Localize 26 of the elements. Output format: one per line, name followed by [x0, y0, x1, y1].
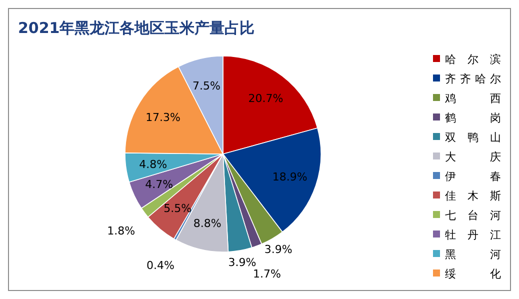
data-label: 8.8% — [193, 216, 222, 230]
chart-title: 2021年黑龙江各地区玉米产量占比 — [18, 19, 255, 37]
legend-label: 佳木斯 — [445, 190, 501, 202]
legend-label: 大庆 — [445, 150, 501, 164]
data-label: 3.9% — [264, 242, 292, 256]
legend-label: 哈尔滨 — [445, 53, 501, 66]
data-label: 1.8% — [107, 224, 136, 238]
legend-label: 鹤岗 — [445, 112, 501, 124]
data-label: 1.7% — [252, 268, 281, 281]
legend-label: 鸡西 — [444, 92, 501, 105]
legend-label: 牡丹江 — [445, 228, 501, 242]
legend-label: 伊春 — [445, 170, 501, 183]
data-label: 17.3% — [146, 110, 181, 124]
legend-label: 七台河 — [445, 209, 501, 222]
legend-label: 齐齐哈尔 — [445, 72, 501, 86]
data-label: 18.9% — [272, 170, 308, 184]
legend-label: 黑河 — [445, 248, 501, 261]
data-label: 3.9% — [228, 256, 256, 270]
data-label: 5.5% — [164, 202, 192, 216]
legend-label: 双鸭山 — [445, 131, 501, 144]
legend-label: 绥化 — [445, 268, 501, 280]
data-label: 0.4% — [146, 259, 174, 272]
data-label: 4.7% — [145, 178, 174, 191]
data-label: 4.8% — [139, 158, 168, 171]
data-label: 7.5% — [192, 79, 220, 92]
data-label: 20.7% — [248, 92, 284, 105]
